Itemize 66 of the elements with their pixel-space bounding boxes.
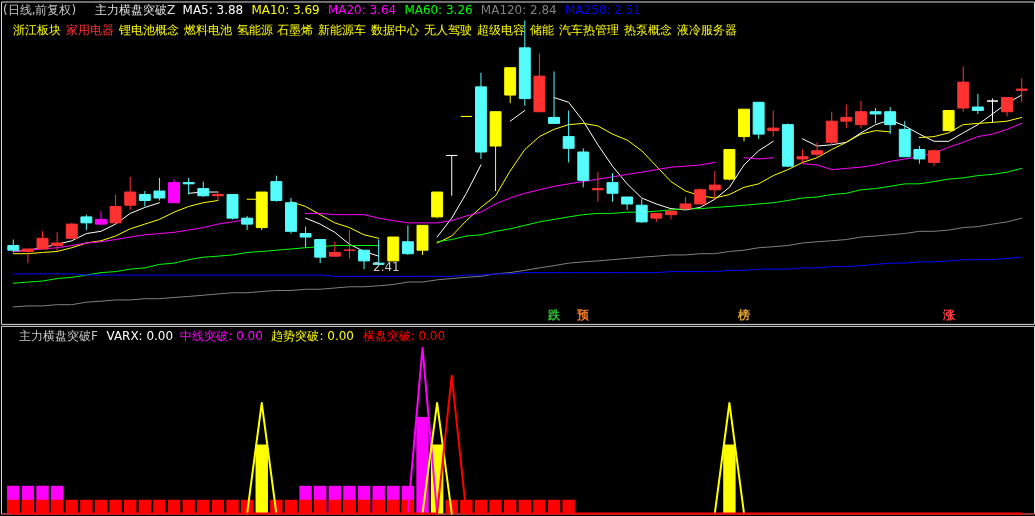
candlestick bbox=[21, 248, 34, 264]
annotation: 热泵概念 bbox=[623, 23, 672, 38]
candlestick bbox=[986, 98, 999, 123]
text: MA5: 3.88 bbox=[182, 3, 244, 18]
candlestick bbox=[635, 198, 648, 224]
candlestick bbox=[811, 141, 824, 159]
candlestick bbox=[314, 239, 327, 264]
text: VARX: 0.00 bbox=[106, 328, 174, 343]
text: MA20: 3.64 bbox=[327, 3, 397, 18]
candlestick bbox=[548, 70, 560, 124]
candlestick bbox=[299, 226, 312, 249]
annotation: 超级电容 bbox=[477, 23, 526, 38]
candlestick bbox=[840, 104, 853, 129]
candlestick bbox=[387, 236, 400, 262]
text: 涨 bbox=[942, 307, 955, 322]
annotation: 储能 bbox=[529, 23, 554, 38]
candlestick bbox=[591, 171, 604, 203]
candlestick bbox=[153, 177, 166, 201]
annotation: 汽车热管理 bbox=[558, 23, 619, 38]
candlestick bbox=[109, 194, 122, 224]
candlestick bbox=[708, 170, 721, 200]
candlestick bbox=[562, 109, 575, 163]
annotation: 无人驾驶 bbox=[424, 23, 473, 38]
candlestick bbox=[168, 178, 181, 204]
text: 横盘突破: 0.00 bbox=[362, 328, 446, 343]
candlestick bbox=[124, 176, 137, 211]
candlestick bbox=[606, 172, 619, 203]
annotation: 2.41 bbox=[373, 260, 400, 275]
annotation: 数据中心 bbox=[371, 23, 420, 38]
text: MA120: 2.84 bbox=[480, 3, 557, 18]
chart-subtitle: 主力横盘突破Z bbox=[95, 3, 176, 18]
annotation: 锂电池概念 bbox=[117, 23, 179, 38]
chart-title: 主力横盘突破F bbox=[18, 328, 98, 343]
candlestick bbox=[343, 229, 356, 259]
candlestick bbox=[1001, 97, 1014, 117]
candlestick bbox=[1015, 77, 1028, 103]
text: 趋势突破: 0.00 bbox=[271, 328, 354, 343]
annotation: 燃料电池 bbox=[183, 23, 232, 38]
candlestick bbox=[767, 109, 780, 138]
candlestick bbox=[884, 106, 897, 135]
annotation: 氢能源 bbox=[236, 23, 273, 38]
candlestick bbox=[825, 111, 838, 146]
annotation: 家用电器 bbox=[65, 23, 114, 38]
candlestick bbox=[854, 100, 867, 129]
candlestick bbox=[211, 190, 224, 201]
candlestick bbox=[51, 231, 64, 252]
annotation: 浙江板块 bbox=[12, 23, 61, 38]
text: 跌 bbox=[548, 307, 561, 322]
text: MA10: 3.69 bbox=[251, 3, 320, 18]
candlestick bbox=[445, 154, 458, 197]
candlestick bbox=[971, 93, 984, 115]
annotation: 液冷服务器 bbox=[676, 23, 737, 38]
text: 预 bbox=[577, 307, 590, 322]
text: MA60: 3.26 bbox=[404, 3, 473, 18]
annotation: 新能源车 bbox=[318, 23, 367, 38]
candlestick bbox=[664, 210, 677, 220]
candlestick bbox=[401, 224, 414, 256]
candlestick bbox=[270, 175, 283, 203]
candlestick bbox=[358, 249, 371, 270]
text: 榜 bbox=[738, 307, 751, 322]
text: MA250: 2.51 bbox=[565, 3, 641, 18]
candlestick bbox=[226, 194, 239, 220]
chart-title: (日线,前复权) bbox=[2, 3, 77, 18]
annotation: 石墨烯 bbox=[277, 23, 314, 38]
text: 中线突破: 0.00 bbox=[180, 328, 263, 343]
candlestick bbox=[95, 210, 107, 226]
